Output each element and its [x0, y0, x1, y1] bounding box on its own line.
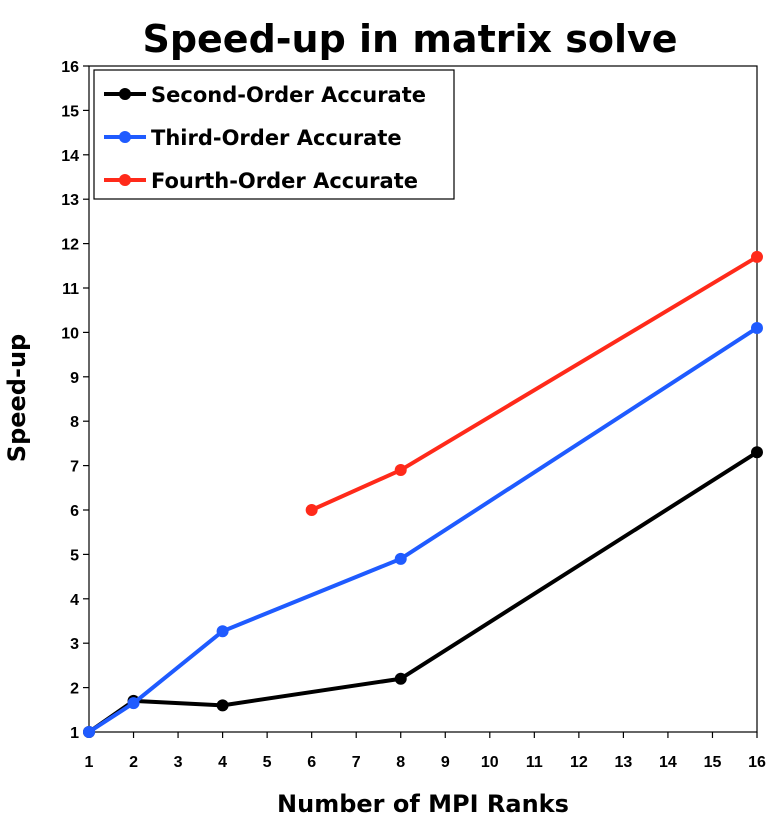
series-line: [87, 326, 759, 734]
y-tick-label: 15: [61, 103, 79, 120]
x-tick-label: 13: [615, 754, 633, 771]
x-axis: 1 2 3 4 5 6 7 8 9 10 11 12 13 14 15 16: [85, 732, 766, 771]
x-tick-label: 10: [481, 754, 499, 771]
data-point: [751, 321, 763, 334]
x-tick-label: 7: [352, 754, 361, 771]
x-tick-label: 15: [704, 754, 722, 771]
y-tick-label: 13: [61, 192, 79, 209]
x-tick-label: 9: [441, 754, 450, 771]
data-point: [83, 726, 95, 738]
plot-border: [88, 65, 758, 733]
x-tick-label: 14: [659, 754, 677, 771]
series-line: [87, 450, 759, 734]
y-tick-label: 12: [61, 237, 79, 254]
legend-item: Third-Order Accurate: [104, 126, 402, 150]
x-tick-label: 6: [307, 754, 316, 771]
y-tick-label: 2: [70, 681, 79, 698]
data-point: [751, 446, 763, 459]
y-tick-label: 16: [61, 59, 79, 76]
y-tick-label: 4: [70, 592, 79, 609]
y-tick-label: 8: [70, 414, 79, 431]
y-tick-label: 10: [61, 325, 79, 342]
x-axis-label: Number of MPI Ranks: [277, 790, 569, 818]
data-point: [394, 672, 407, 685]
x-tick-label: 8: [396, 754, 405, 771]
legend-label: Third-Order Accurate: [151, 126, 402, 150]
legend-swatch-marker: [119, 88, 131, 100]
plot-area: [88, 65, 758, 733]
series-1: [83, 446, 763, 738]
y-tick-label: 14: [61, 148, 79, 165]
legend-item: Fourth-Order Accurate: [104, 169, 418, 193]
data-point: [394, 464, 407, 477]
legend-swatch-marker: [119, 131, 131, 143]
x-tick-label: 4: [218, 754, 227, 771]
y-axis-label: Speed-up: [3, 334, 31, 462]
x-tick-label: 16: [748, 754, 766, 771]
legend-item: Second-Order Accurate: [104, 83, 426, 107]
legend-label: Fourth-Order Accurate: [151, 169, 418, 193]
series-2: [83, 321, 763, 738]
y-tick-label: 1: [70, 725, 79, 742]
data-point: [127, 697, 140, 710]
y-tick-label: 11: [62, 281, 79, 298]
x-tick-label: 1: [85, 754, 94, 771]
x-tick-label: 12: [570, 754, 588, 771]
data-point: [394, 552, 407, 565]
data-point: [216, 699, 229, 712]
series-layer: [83, 250, 763, 738]
x-tick-label: 5: [263, 754, 272, 771]
x-tick-label: 3: [174, 754, 183, 771]
legend-label: Second-Order Accurate: [151, 83, 426, 107]
x-tick-label: 11: [526, 754, 543, 771]
data-point: [216, 625, 229, 638]
legend-swatch-marker: [119, 174, 131, 186]
chart-title: Speed-up in matrix solve: [142, 17, 677, 61]
y-tick-label: 9: [70, 370, 79, 387]
y-tick-label: 6: [70, 503, 79, 520]
data-point: [305, 504, 318, 516]
y-tick-label: 3: [70, 636, 79, 653]
legend: Second-Order Accurate Third-Order Accurat…: [93, 69, 455, 200]
y-tick-label: 7: [70, 459, 79, 476]
x-tick-label: 2: [129, 754, 138, 771]
data-point: [751, 250, 763, 263]
y-tick-label: 5: [70, 547, 79, 564]
legend-box: [93, 69, 455, 200]
series-3: [305, 250, 763, 516]
